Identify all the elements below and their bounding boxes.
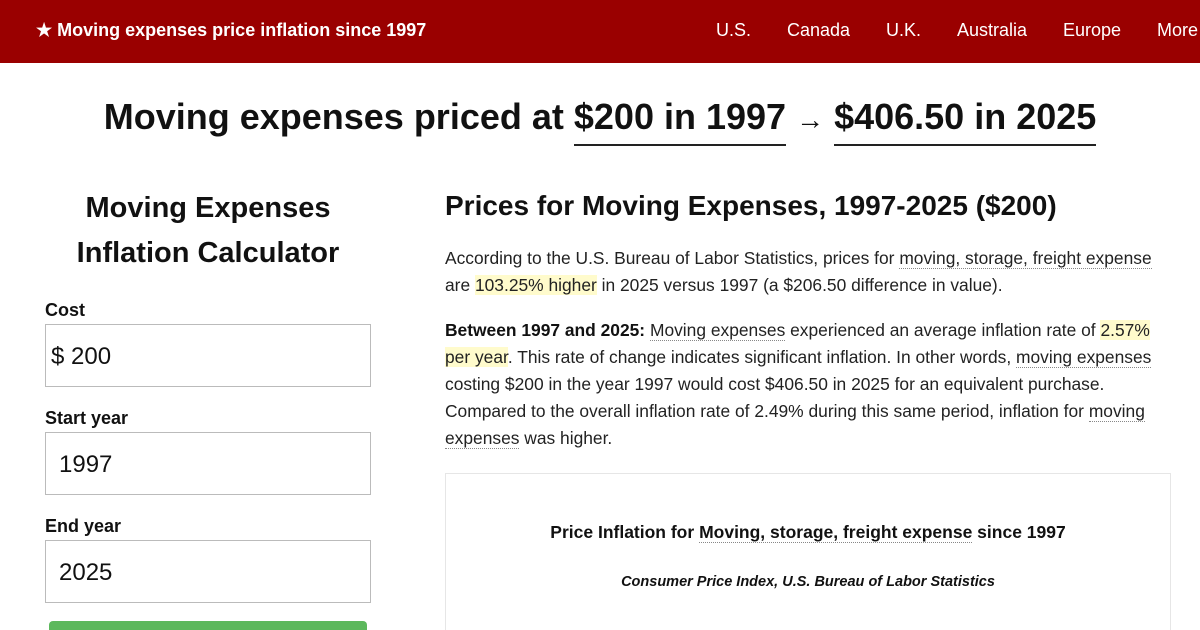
chart-title-text: since 1997: [972, 522, 1066, 542]
cost-value: 200: [71, 343, 112, 370]
nav-uk[interactable]: U.K.: [886, 20, 922, 40]
start-year-input[interactable]: 1997: [45, 432, 371, 495]
detail-text: experienced an average inflation rate of: [785, 320, 1101, 340]
detail-text: costing $200 in the year 1997 would cost…: [445, 374, 1105, 421]
nav-europe[interactable]: Europe: [1063, 20, 1122, 40]
moving-expenses-link[interactable]: Moving expenses: [649, 320, 786, 341]
cost-label: Cost: [45, 300, 85, 320]
headline-start-amount[interactable]: $200 in 1997: [573, 96, 787, 146]
category-link[interactable]: moving, storage, freight expense: [899, 248, 1152, 269]
period-heading: Between 1997 and 2025:: [445, 320, 646, 340]
end-year-label: End year: [45, 516, 122, 536]
summary-text: in 2025 versus 1997 (a $206.50 differenc…: [596, 275, 1003, 295]
end-year-value: 2025: [59, 559, 113, 586]
article-title: Prices for Moving Expenses, 1997-2025 ($…: [445, 190, 1057, 221]
page-headline: Moving expenses priced at $200 in 1997 → $…: [0, 96, 1200, 146]
summary-text: According to the U.S. Bureau of Labor St…: [445, 248, 900, 268]
percent-higher-highlight: 103.25% higher: [474, 275, 597, 295]
chart-subtitle: Consumer Price Index, U.S. Bureau of Lab…: [621, 574, 995, 590]
chart-title: Price Inflation for Moving, storage, fre…: [446, 522, 1170, 543]
detail-text: . This rate of change indicates signific…: [507, 347, 1016, 367]
start-year-label: Start year: [45, 408, 129, 428]
end-year-input[interactable]: 2025: [45, 540, 371, 603]
calculate-button[interactable]: [49, 621, 367, 630]
summary-paragraph: According to the U.S. Bureau of Labor St…: [445, 245, 1175, 299]
nav-canada[interactable]: Canada: [787, 20, 851, 40]
nav-us[interactable]: U.S.: [716, 20, 752, 40]
calculator-title: Moving Expenses Inflation Calculator: [76, 192, 340, 269]
detail-text: was higher.: [519, 428, 613, 448]
start-year-value: 1997: [59, 451, 113, 478]
chart-category-link[interactable]: Moving, storage, freight expense: [699, 522, 973, 543]
cost-input[interactable]: $ 200: [45, 324, 371, 387]
summary-text: are: [445, 275, 475, 295]
nav-more[interactable]: More: [1157, 20, 1199, 40]
arrow-icon: →: [796, 104, 825, 135]
nav-australia[interactable]: Australia: [957, 20, 1028, 40]
chart-container: Price Inflation for Moving, storage, fre…: [445, 473, 1171, 630]
headline-end-amount[interactable]: $406.50 in 2025: [834, 96, 1097, 146]
moving-expenses-link[interactable]: moving expenses: [1016, 347, 1152, 368]
moving-expenses-link[interactable]: moving expenses: [445, 401, 1145, 449]
detail-paragraph: Between 1997 and 2025: Moving expenses e…: [445, 317, 1175, 452]
top-navbar: ★ Moving expenses price inflation since …: [0, 0, 1200, 63]
dollar-sign: $: [51, 343, 65, 370]
chart-title-text: Price Inflation for: [550, 522, 700, 542]
site-brand[interactable]: ★ Moving expenses price inflation since …: [36, 20, 427, 40]
headline-prefix: Moving expenses priced at: [103, 96, 564, 137]
